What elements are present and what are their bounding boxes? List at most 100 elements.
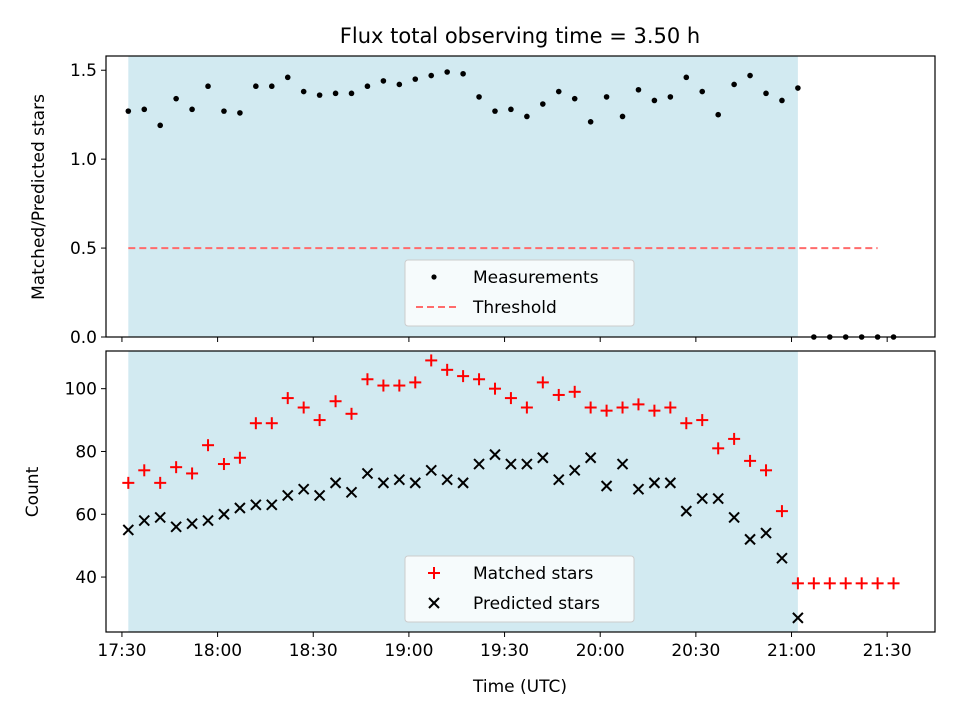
predicted-star-point xyxy=(218,508,230,520)
measurement-point xyxy=(763,90,769,97)
y-tick-label: 80 xyxy=(75,442,97,462)
matched-star-point xyxy=(616,401,629,414)
predicted-star-point xyxy=(648,477,661,489)
y-tick-label: 0.5 xyxy=(70,239,97,259)
matched-star-point xyxy=(361,373,374,386)
bottom-axes-frame xyxy=(105,350,936,633)
matched-star-point xyxy=(393,379,406,392)
matched-star-point xyxy=(600,404,613,417)
matched-star-point xyxy=(871,577,884,590)
measurement-point xyxy=(795,85,801,91)
matched-star-point xyxy=(122,476,135,489)
matched-star-point xyxy=(186,467,199,480)
top-panel: 0.0 0.5 1.0 1.5 Matched/Predicted stars Mea… xyxy=(29,55,936,348)
measurement-point xyxy=(348,90,355,97)
matched-star-point xyxy=(504,392,517,405)
top-legend: Measurements Threshold xyxy=(404,259,635,327)
x-tick-label: 20:00 xyxy=(576,641,625,661)
measurement-point xyxy=(380,78,387,84)
measurement-point xyxy=(412,76,419,82)
measurement-point xyxy=(125,108,132,114)
predicted-star-point xyxy=(489,448,501,461)
matched-star-point xyxy=(791,577,804,590)
bottom-y-axis-label: Count xyxy=(23,466,43,517)
predicted-star-point xyxy=(202,514,214,527)
predicted-star-point xyxy=(728,511,740,524)
x-tick-label: 20:30 xyxy=(671,641,720,661)
matched-star-point xyxy=(775,505,788,518)
predicted-star-point xyxy=(616,458,629,470)
measurement-point xyxy=(476,94,482,100)
legend-matched-marker xyxy=(428,567,440,579)
predicted-star-point xyxy=(329,477,342,489)
measurement-point xyxy=(651,97,658,104)
matched-star-point xyxy=(297,401,310,414)
measurement-point xyxy=(444,69,450,75)
x-tick-label: 19:00 xyxy=(384,641,433,661)
x-tick-label: 19:30 xyxy=(480,641,529,661)
bottom-y-ticks: 40 60 80 100 xyxy=(65,380,106,588)
top-axes-frame xyxy=(105,55,936,338)
matched-star-point xyxy=(457,370,470,383)
y-tick-label: 1.5 xyxy=(70,61,97,81)
chart-title: Flux total observing time = 3.50 h xyxy=(340,24,700,48)
matched-star-point xyxy=(552,388,565,401)
predicted-star-point xyxy=(712,492,724,505)
predicted-star-point xyxy=(569,464,581,477)
measurement-point xyxy=(715,111,721,118)
measurement-point xyxy=(619,113,626,120)
top-x-ticks xyxy=(121,337,888,342)
predicted-star-point xyxy=(250,499,262,511)
predicted-star-point xyxy=(696,492,708,505)
predicted-star-point xyxy=(154,511,166,524)
predicted-star-point xyxy=(170,521,182,533)
measurement-point xyxy=(205,83,211,90)
legend-predicted-marker xyxy=(428,597,440,609)
measurement-point xyxy=(779,97,785,104)
measurement-point xyxy=(667,94,674,100)
measurement-point xyxy=(571,95,578,102)
predicted-star-point xyxy=(313,489,326,502)
matched-star-point xyxy=(568,385,581,398)
predicted-star-point xyxy=(377,477,390,489)
x-tick-label: 18:00 xyxy=(193,641,242,661)
predicted-star-point xyxy=(600,480,613,492)
matched-star-point xyxy=(441,363,454,376)
measurement-point xyxy=(635,86,642,93)
measurement-point xyxy=(603,94,610,100)
measurement-point xyxy=(364,83,371,90)
predicted-star-point xyxy=(792,612,804,624)
measurement-point xyxy=(492,108,498,114)
top-legend-box xyxy=(404,259,635,327)
legend-measurements-marker xyxy=(431,274,437,280)
legend-predicted-label: Predicted stars xyxy=(473,594,600,614)
measurement-point xyxy=(699,88,706,95)
measurement-point xyxy=(173,95,179,102)
measurement-point xyxy=(587,119,594,125)
matched-star-point xyxy=(329,395,342,408)
matched-star-point xyxy=(520,401,533,414)
matched-star-point xyxy=(696,414,709,427)
measurement-point xyxy=(316,92,323,98)
measurement-point xyxy=(524,113,530,120)
matched-star-point xyxy=(680,417,693,430)
predicted-star-point xyxy=(537,452,549,464)
top-y-axis-label: Matched/Predicted stars xyxy=(29,94,49,300)
legend-threshold-label: Threshold xyxy=(472,298,557,318)
matched-star-point xyxy=(409,376,422,389)
matched-star-point xyxy=(217,458,230,471)
y-tick-label: 40 xyxy=(75,568,97,588)
x-tick-label: 18:30 xyxy=(289,641,338,661)
matched-star-point xyxy=(249,417,262,430)
matched-star-point xyxy=(584,401,597,414)
measurement-point xyxy=(396,81,403,88)
measurement-points xyxy=(125,69,897,340)
measurement-point xyxy=(683,74,690,81)
predicted-star-point xyxy=(393,474,406,486)
predicted-star-point xyxy=(521,458,533,470)
matched-star-point xyxy=(648,404,661,417)
matched-star-point xyxy=(823,577,836,590)
measurement-point xyxy=(157,122,163,129)
matched-star-point xyxy=(728,432,741,445)
measurement-point xyxy=(268,83,275,90)
